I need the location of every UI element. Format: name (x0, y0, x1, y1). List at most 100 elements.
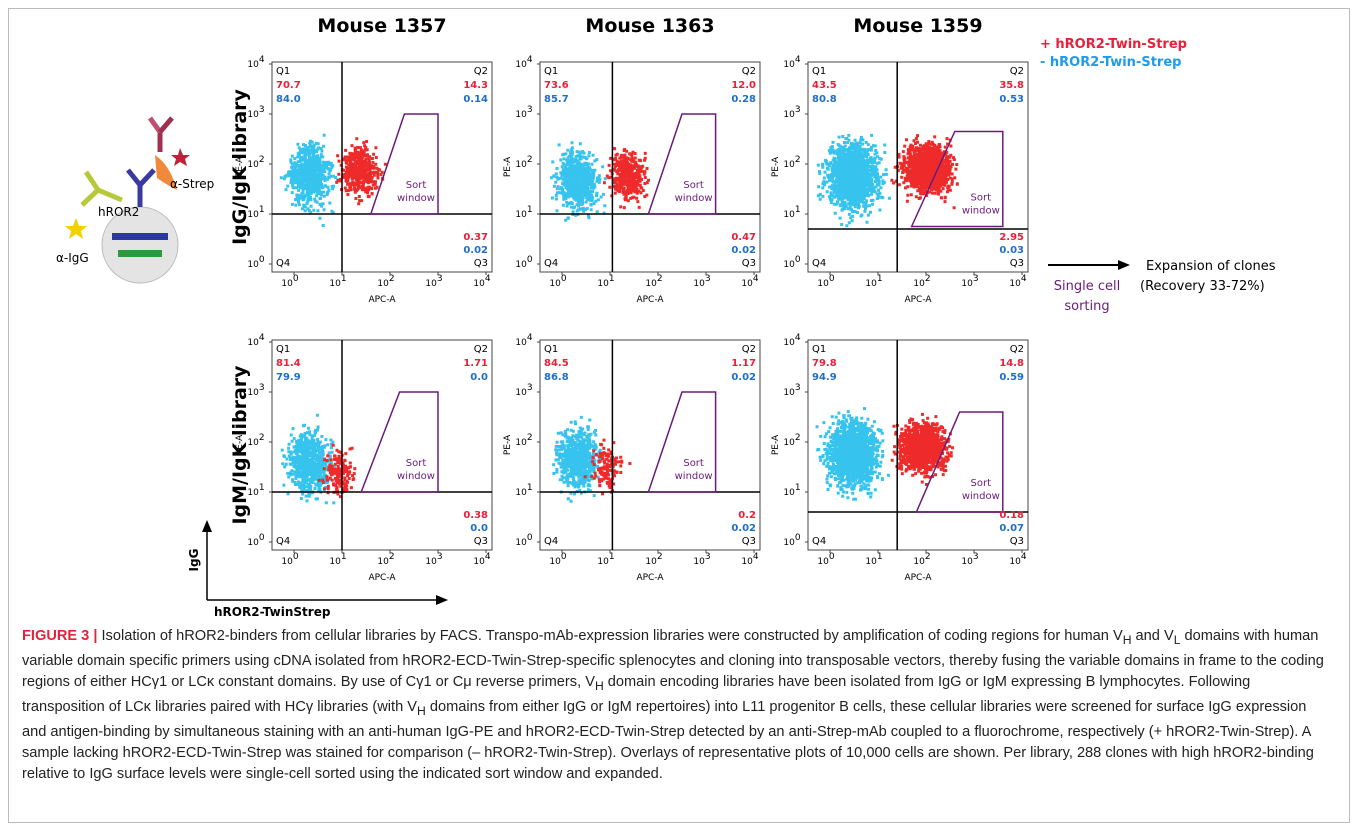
quadrant-value: 0.03 (999, 245, 1024, 256)
tick-exponent: 4 (795, 333, 801, 343)
tick-base: 10 (783, 488, 795, 498)
x-tick-label: 100 (281, 552, 298, 567)
tick-base: 10 (783, 60, 795, 70)
caption-text: domains from either IgG or IgM repertoir… (22, 698, 1314, 782)
quadrant-value: 14.8 (999, 358, 1024, 369)
scatter-cloud (890, 412, 954, 486)
sort-window (910, 130, 1004, 228)
y-tick-label: 101 (247, 483, 264, 498)
tick-base: 10 (247, 438, 259, 448)
caption-text: domains with human variable domain speci… (22, 628, 1324, 690)
quadrant-value: 85.7 (544, 94, 569, 105)
quadrant-label: Q4 (812, 536, 826, 547)
quadrant-value: 1.17 (731, 358, 756, 369)
quadrant-label: Q3 (742, 536, 756, 547)
x-tick-label: 100 (549, 274, 566, 289)
quadrant-label: Q1 (812, 344, 826, 355)
quadrant-label: Q2 (742, 66, 756, 77)
tick-base: 10 (597, 279, 609, 289)
quadrant-label: Q2 (742, 344, 756, 355)
scatter-cloud (552, 415, 606, 503)
y-axis-label: PE-A (235, 434, 245, 455)
figure: α-Strep hROR2 α-IgG IgG hROR2-TwinStrep … (56, 15, 1276, 619)
tick-exponent: 2 (527, 433, 533, 443)
tick-exponent: 2 (925, 552, 931, 562)
y-tick-label: 102 (515, 155, 532, 170)
sort-label: window (397, 471, 435, 482)
tick-exponent: 1 (259, 205, 265, 215)
caption-text: L (1173, 632, 1181, 647)
figure-frame (8, 8, 1350, 823)
quadrant-value: 1.71 (463, 358, 488, 369)
tick-base: 10 (515, 160, 527, 170)
x-tick-label: 104 (1009, 274, 1026, 289)
y-tick-label: 100 (783, 255, 800, 270)
tick-base: 10 (425, 557, 437, 567)
tick-base: 10 (783, 110, 795, 120)
column-title: Mouse 1359 (853, 15, 982, 37)
plot (816, 133, 959, 228)
tick-exponent: 1 (877, 552, 883, 562)
scatter-cloud (317, 443, 357, 499)
quadrant-label: Q2 (474, 344, 488, 355)
quadrant-label: Q4 (276, 536, 290, 547)
sort-label: window (675, 471, 713, 482)
scatter-cloud (602, 147, 650, 210)
y-tick-label: 102 (515, 433, 532, 448)
axis-y-label: IgG (187, 549, 201, 572)
y-tick-label: 104 (247, 55, 264, 70)
quadrant-value: 0.14 (463, 94, 488, 105)
y-tick-label: 100 (247, 533, 264, 548)
tick-base: 10 (961, 557, 973, 567)
tick-exponent: 1 (795, 205, 801, 215)
tick-exponent: 4 (485, 274, 491, 284)
sort-label: Sort (683, 458, 704, 469)
sort-label: window (675, 193, 713, 204)
quadrant-value: 0.02 (731, 245, 756, 256)
tick-base: 10 (783, 338, 795, 348)
arrow-head (1118, 260, 1130, 270)
quadrant-value: 0.02 (731, 523, 756, 534)
tick-exponent: 3 (973, 274, 979, 284)
quadrant-value: 0.47 (731, 232, 756, 243)
scatter-cloud (279, 133, 340, 227)
tick-base: 10 (329, 279, 341, 289)
tick-exponent: 3 (705, 552, 711, 562)
y-tick-label: 100 (247, 255, 264, 270)
sort-label: window (397, 193, 435, 204)
plot-frame (539, 339, 761, 551)
y-axis-label: PE-A (503, 434, 513, 455)
caption-label: FIGURE 3 | (22, 628, 98, 644)
y-tick-label: 102 (783, 433, 800, 448)
tick-base: 10 (281, 557, 293, 567)
tick-base: 10 (549, 279, 561, 289)
y-axis-label: PE-A (771, 434, 781, 455)
tick-exponent: 3 (259, 105, 265, 115)
outcome-text: sorting (1064, 299, 1109, 314)
tick-base: 10 (597, 557, 609, 567)
axis-x-label: hROR2-TwinStrep (214, 605, 331, 619)
label-aigg: α-IgG (56, 251, 89, 265)
plot (280, 413, 357, 505)
y-tick-label: 103 (247, 383, 264, 398)
sort-label: Sort (406, 458, 427, 469)
tick-base: 10 (693, 279, 705, 289)
plot-frame (271, 61, 493, 273)
quadrant-value: 43.5 (812, 80, 837, 91)
quadrant-value: 0.37 (463, 232, 488, 243)
y-axis-label: PE-A (235, 156, 245, 177)
tick-exponent: 4 (753, 552, 759, 562)
tick-exponent: 0 (527, 255, 533, 265)
tick-exponent: 1 (527, 205, 533, 215)
tick-base: 10 (865, 279, 877, 289)
arrow-head (436, 595, 448, 605)
tick-exponent: 2 (259, 433, 265, 443)
tick-exponent: 3 (973, 552, 979, 562)
tick-base: 10 (473, 557, 485, 567)
outcome-text: Expansion of clones (1146, 259, 1276, 274)
quadrant-value: 0.59 (999, 372, 1024, 383)
x-tick-label: 103 (425, 274, 442, 289)
plot-frame (539, 61, 761, 273)
tick-base: 10 (377, 279, 389, 289)
